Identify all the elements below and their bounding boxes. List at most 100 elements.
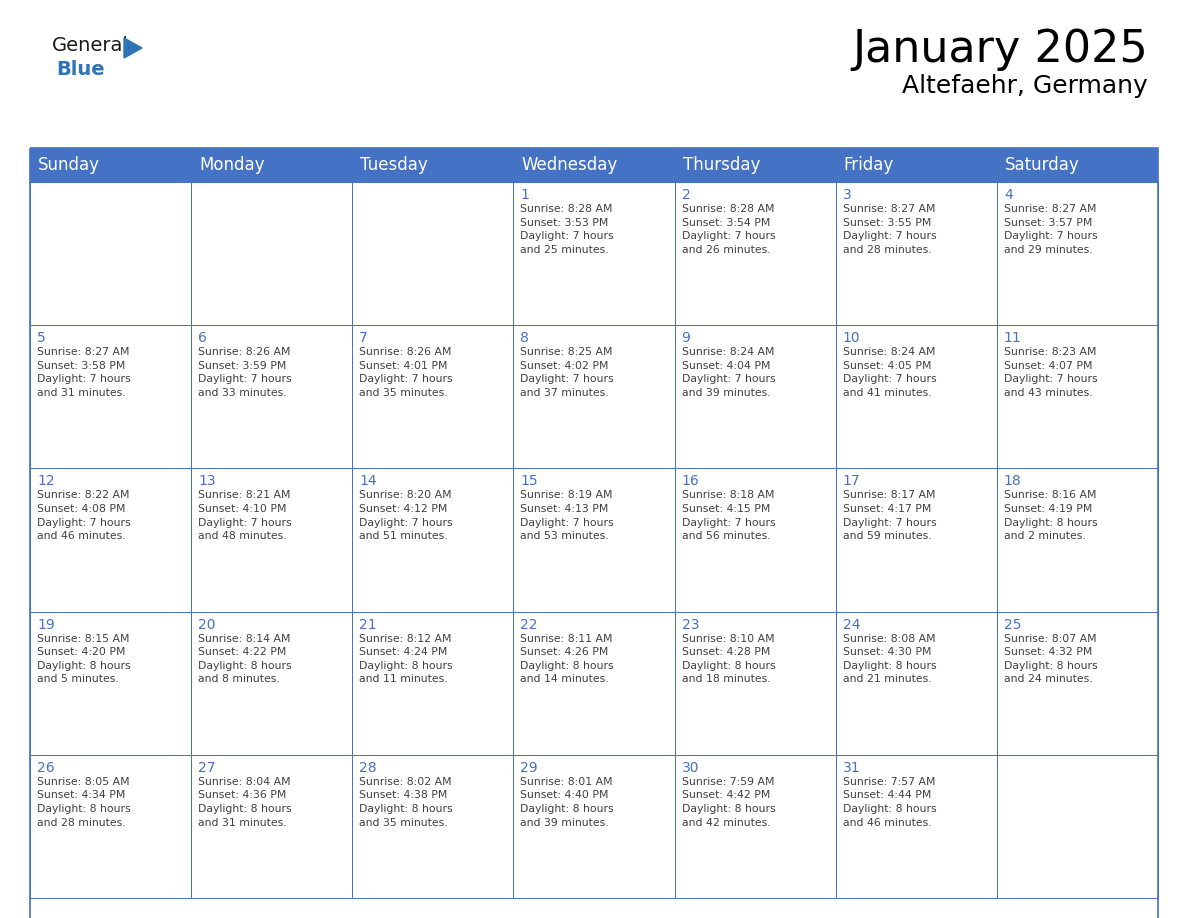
Bar [997,468,1158,611]
Bar [353,468,513,611]
Text: Friday: Friday [843,156,893,174]
Text: 19: 19 [37,618,55,632]
Bar [191,468,353,611]
Text: 18: 18 [1004,475,1022,488]
Text: 9: 9 [682,331,690,345]
Text: January 2025: January 2025 [852,28,1148,71]
Text: Sunrise: 8:11 AM
Sunset: 4:26 PM
Daylight: 8 hours
and 14 minutes.: Sunrise: 8:11 AM Sunset: 4:26 PM Dayligh… [520,633,614,685]
Text: 1: 1 [520,188,530,202]
Text: Sunrise: 8:21 AM
Sunset: 4:10 PM
Daylight: 7 hours
and 48 minutes.: Sunrise: 8:21 AM Sunset: 4:10 PM Dayligh… [198,490,292,542]
Bar [513,325,675,468]
Bar [353,755,513,898]
Text: Sunrise: 8:18 AM
Sunset: 4:15 PM
Daylight: 7 hours
and 56 minutes.: Sunrise: 8:18 AM Sunset: 4:15 PM Dayligh… [682,490,776,542]
Text: 16: 16 [682,475,700,488]
Bar [191,325,353,468]
Bar [835,755,997,898]
Text: Sunrise: 8:27 AM
Sunset: 3:55 PM
Daylight: 7 hours
and 28 minutes.: Sunrise: 8:27 AM Sunset: 3:55 PM Dayligh… [842,204,936,255]
Text: 15: 15 [520,475,538,488]
Text: Sunrise: 8:17 AM
Sunset: 4:17 PM
Daylight: 7 hours
and 59 minutes.: Sunrise: 8:17 AM Sunset: 4:17 PM Dayligh… [842,490,936,542]
Text: Sunrise: 8:25 AM
Sunset: 4:02 PM
Daylight: 7 hours
and 37 minutes.: Sunrise: 8:25 AM Sunset: 4:02 PM Dayligh… [520,347,614,398]
Text: 6: 6 [198,331,207,345]
Text: Tuesday: Tuesday [360,156,428,174]
Text: Sunrise: 8:02 AM
Sunset: 4:38 PM
Daylight: 8 hours
and 35 minutes.: Sunrise: 8:02 AM Sunset: 4:38 PM Dayligh… [359,777,453,828]
Text: 7: 7 [359,331,368,345]
Text: Wednesday: Wednesday [522,156,618,174]
Text: Sunrise: 8:08 AM
Sunset: 4:30 PM
Daylight: 8 hours
and 21 minutes.: Sunrise: 8:08 AM Sunset: 4:30 PM Dayligh… [842,633,936,685]
Bar [30,148,1158,182]
Bar [191,611,353,755]
Bar [30,755,191,898]
Text: Sunday: Sunday [38,156,100,174]
Bar [675,325,835,468]
Text: General: General [52,36,128,55]
Text: Sunrise: 8:10 AM
Sunset: 4:28 PM
Daylight: 8 hours
and 18 minutes.: Sunrise: 8:10 AM Sunset: 4:28 PM Dayligh… [682,633,776,685]
Bar [997,611,1158,755]
Text: 27: 27 [198,761,216,775]
Bar [513,182,675,325]
Polygon shape [124,38,143,58]
Bar [513,468,675,611]
Text: Saturday: Saturday [1005,156,1080,174]
Text: Sunrise: 8:19 AM
Sunset: 4:13 PM
Daylight: 7 hours
and 53 minutes.: Sunrise: 8:19 AM Sunset: 4:13 PM Dayligh… [520,490,614,542]
Text: Sunrise: 8:22 AM
Sunset: 4:08 PM
Daylight: 7 hours
and 46 minutes.: Sunrise: 8:22 AM Sunset: 4:08 PM Dayligh… [37,490,131,542]
Bar [191,755,353,898]
Text: Sunrise: 8:16 AM
Sunset: 4:19 PM
Daylight: 8 hours
and 2 minutes.: Sunrise: 8:16 AM Sunset: 4:19 PM Dayligh… [1004,490,1098,542]
Bar [513,755,675,898]
Text: Sunrise: 8:12 AM
Sunset: 4:24 PM
Daylight: 8 hours
and 11 minutes.: Sunrise: 8:12 AM Sunset: 4:24 PM Dayligh… [359,633,453,685]
Bar [997,755,1158,898]
Text: Sunrise: 8:01 AM
Sunset: 4:40 PM
Daylight: 8 hours
and 39 minutes.: Sunrise: 8:01 AM Sunset: 4:40 PM Dayligh… [520,777,614,828]
Bar [675,755,835,898]
Text: Monday: Monday [200,156,265,174]
Bar [353,611,513,755]
Text: 17: 17 [842,475,860,488]
Text: Sunrise: 8:28 AM
Sunset: 3:54 PM
Daylight: 7 hours
and 26 minutes.: Sunrise: 8:28 AM Sunset: 3:54 PM Dayligh… [682,204,776,255]
Text: 24: 24 [842,618,860,632]
Text: 21: 21 [359,618,377,632]
Text: 11: 11 [1004,331,1022,345]
Bar [997,182,1158,325]
Bar [30,468,191,611]
Bar [835,611,997,755]
Bar [997,325,1158,468]
Bar [30,325,191,468]
Bar [30,148,1158,918]
Text: Sunrise: 8:07 AM
Sunset: 4:32 PM
Daylight: 8 hours
and 24 minutes.: Sunrise: 8:07 AM Sunset: 4:32 PM Dayligh… [1004,633,1098,685]
Bar [353,182,513,325]
Text: 8: 8 [520,331,530,345]
Text: Blue: Blue [56,60,105,79]
Text: 25: 25 [1004,618,1022,632]
Text: Sunrise: 8:15 AM
Sunset: 4:20 PM
Daylight: 8 hours
and 5 minutes.: Sunrise: 8:15 AM Sunset: 4:20 PM Dayligh… [37,633,131,685]
Text: 22: 22 [520,618,538,632]
Text: Sunrise: 8:28 AM
Sunset: 3:53 PM
Daylight: 7 hours
and 25 minutes.: Sunrise: 8:28 AM Sunset: 3:53 PM Dayligh… [520,204,614,255]
Text: Sunrise: 8:24 AM
Sunset: 4:04 PM
Daylight: 7 hours
and 39 minutes.: Sunrise: 8:24 AM Sunset: 4:04 PM Dayligh… [682,347,776,398]
Bar [675,611,835,755]
Bar [513,611,675,755]
Text: Sunrise: 8:04 AM
Sunset: 4:36 PM
Daylight: 8 hours
and 31 minutes.: Sunrise: 8:04 AM Sunset: 4:36 PM Dayligh… [198,777,292,828]
Bar [30,182,191,325]
Text: Sunrise: 8:23 AM
Sunset: 4:07 PM
Daylight: 7 hours
and 43 minutes.: Sunrise: 8:23 AM Sunset: 4:07 PM Dayligh… [1004,347,1098,398]
Text: 12: 12 [37,475,55,488]
Bar [835,468,997,611]
Bar [835,325,997,468]
Bar [675,182,835,325]
Text: Sunrise: 8:14 AM
Sunset: 4:22 PM
Daylight: 8 hours
and 8 minutes.: Sunrise: 8:14 AM Sunset: 4:22 PM Dayligh… [198,633,292,685]
Text: 28: 28 [359,761,377,775]
Text: Sunrise: 8:27 AM
Sunset: 3:58 PM
Daylight: 7 hours
and 31 minutes.: Sunrise: 8:27 AM Sunset: 3:58 PM Dayligh… [37,347,131,398]
Text: Sunrise: 8:05 AM
Sunset: 4:34 PM
Daylight: 8 hours
and 28 minutes.: Sunrise: 8:05 AM Sunset: 4:34 PM Dayligh… [37,777,131,828]
Text: Sunrise: 8:20 AM
Sunset: 4:12 PM
Daylight: 7 hours
and 51 minutes.: Sunrise: 8:20 AM Sunset: 4:12 PM Dayligh… [359,490,453,542]
Bar [835,182,997,325]
Bar [30,611,191,755]
Bar [353,325,513,468]
Text: Sunrise: 7:57 AM
Sunset: 4:44 PM
Daylight: 8 hours
and 46 minutes.: Sunrise: 7:57 AM Sunset: 4:44 PM Dayligh… [842,777,936,828]
Text: Sunrise: 8:26 AM
Sunset: 4:01 PM
Daylight: 7 hours
and 35 minutes.: Sunrise: 8:26 AM Sunset: 4:01 PM Dayligh… [359,347,453,398]
Text: Altefaehr, Germany: Altefaehr, Germany [902,74,1148,98]
Text: Sunrise: 8:24 AM
Sunset: 4:05 PM
Daylight: 7 hours
and 41 minutes.: Sunrise: 8:24 AM Sunset: 4:05 PM Dayligh… [842,347,936,398]
Text: 14: 14 [359,475,377,488]
Text: Thursday: Thursday [683,156,760,174]
Text: 30: 30 [682,761,699,775]
Text: 29: 29 [520,761,538,775]
Text: 5: 5 [37,331,46,345]
Text: 23: 23 [682,618,699,632]
Text: Sunrise: 8:26 AM
Sunset: 3:59 PM
Daylight: 7 hours
and 33 minutes.: Sunrise: 8:26 AM Sunset: 3:59 PM Dayligh… [198,347,292,398]
Text: 13: 13 [198,475,216,488]
